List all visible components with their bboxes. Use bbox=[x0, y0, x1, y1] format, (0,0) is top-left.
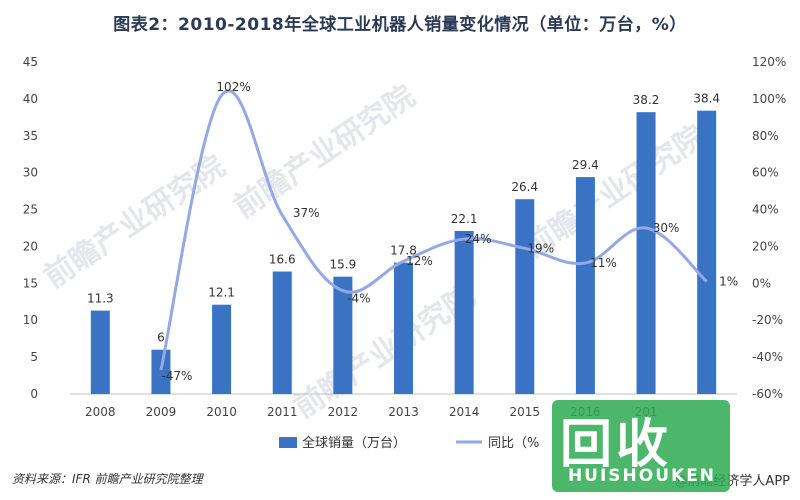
bar-value-label: 29.4 bbox=[572, 158, 599, 172]
y-left-tick-label: 45 bbox=[23, 55, 38, 69]
y-right-tick-label: 40% bbox=[752, 203, 779, 217]
yoy-value-label: -4% bbox=[347, 292, 370, 306]
watermark-text: 前瞻产业研究院 bbox=[38, 149, 232, 295]
x-tick-label: 2011 bbox=[267, 405, 298, 419]
bar-value-label: 26.4 bbox=[511, 180, 538, 194]
y-right-tick-label: 0% bbox=[752, 276, 771, 290]
badge-sub-text: HUISHOUKEN bbox=[567, 466, 717, 486]
legend-bar-swatch bbox=[279, 437, 297, 448]
yoy-value-label: 102% bbox=[216, 80, 250, 94]
watermark-badge: 回收 HUISHOUKEN bbox=[552, 400, 730, 492]
yoy-value-label: 37% bbox=[293, 206, 320, 220]
bar-value-label: 17.8 bbox=[390, 244, 417, 258]
bar bbox=[151, 349, 171, 394]
bar bbox=[515, 199, 535, 394]
y-left-tick-label: 10 bbox=[23, 313, 38, 327]
yoy-value-label: -47% bbox=[161, 369, 192, 383]
yoy-value-label: 12% bbox=[406, 254, 433, 268]
yoy-line bbox=[159, 89, 708, 371]
y-right-tick-label: 100% bbox=[752, 92, 786, 106]
bar-value-label: 15.9 bbox=[330, 258, 357, 272]
yoy-value-label: 30% bbox=[653, 221, 680, 235]
bar bbox=[697, 110, 717, 395]
bar bbox=[333, 276, 353, 394]
y-left-tick-label: 20 bbox=[23, 239, 38, 253]
x-tick-label: 2010 bbox=[206, 405, 237, 419]
legend-line-label: 同比（% bbox=[488, 436, 539, 451]
yoy-value-label: 1% bbox=[719, 274, 738, 288]
watermark-text: 前瞻产业研究院 bbox=[228, 79, 422, 225]
x-tick-label: 2013 bbox=[388, 405, 419, 419]
y-left-tick-label: 15 bbox=[23, 276, 38, 290]
yoy-value-label: 19% bbox=[527, 241, 554, 255]
y-right-tick-label: 80% bbox=[752, 129, 779, 143]
bar-value-label: 38.4 bbox=[693, 92, 720, 106]
bar bbox=[575, 177, 595, 394]
y-right-tick-label: -60% bbox=[752, 387, 783, 401]
x-tick-label: 2015 bbox=[509, 405, 540, 419]
y-left-tick-label: 30 bbox=[23, 166, 38, 180]
line-layer bbox=[159, 89, 708, 371]
legend-layer: 全球销量（万台） 同比（% bbox=[279, 435, 539, 451]
labels-layer: 11.3 6 12.1 16.6 15.9 17.8 22.1 26.4 29.4 38.2 38.… bbox=[87, 80, 738, 383]
y-right-tick-label: 120% bbox=[752, 55, 786, 69]
y-left-tick-label: 25 bbox=[23, 203, 38, 217]
bar-value-label: 16.6 bbox=[269, 253, 296, 267]
x-tick-label: 2014 bbox=[449, 405, 480, 419]
y-right-tick-label: -40% bbox=[752, 350, 783, 364]
bar bbox=[212, 304, 232, 394]
y-left-tick-label: 35 bbox=[23, 129, 38, 143]
bar bbox=[272, 271, 292, 394]
badge-main-text: 回收 bbox=[560, 415, 673, 475]
y-right-tick-label: -20% bbox=[752, 313, 783, 327]
source-note: 资料来源：IFR 前瞻产业研究院整理 bbox=[12, 472, 203, 486]
y-left-tick-label: 0 bbox=[30, 387, 38, 401]
bar-value-label: 38.2 bbox=[633, 93, 660, 107]
watermark-text: 前瞻产业研究院 bbox=[288, 279, 482, 425]
y-right-tick-label: 60% bbox=[752, 166, 779, 180]
y-left-tick-label: 5 bbox=[30, 350, 38, 364]
x-tick-label: 2012 bbox=[328, 405, 359, 419]
bar bbox=[636, 112, 656, 395]
x-tick-label: 2009 bbox=[146, 405, 177, 419]
bar-value-label: 22.1 bbox=[451, 212, 478, 226]
y-left-tick-label: 40 bbox=[23, 92, 38, 106]
legend-bar-label: 全球销量（万台） bbox=[302, 435, 406, 451]
bar-value-label: 11.3 bbox=[87, 292, 114, 306]
bar-value-label: 6 bbox=[157, 331, 165, 345]
yoy-value-label: 11% bbox=[590, 256, 617, 270]
bar bbox=[394, 262, 413, 394]
yoy-value-label: 24% bbox=[465, 232, 492, 246]
bar bbox=[454, 230, 474, 394]
bar-value-label: 12.1 bbox=[208, 286, 235, 300]
y-right-tick-label: 20% bbox=[752, 239, 779, 253]
x-tick-label: 2008 bbox=[85, 405, 116, 419]
bar bbox=[90, 310, 110, 394]
chart-title: 图表2：2010-2018年全球工业机器人销量变化情况（单位：万台，%） bbox=[113, 15, 687, 35]
